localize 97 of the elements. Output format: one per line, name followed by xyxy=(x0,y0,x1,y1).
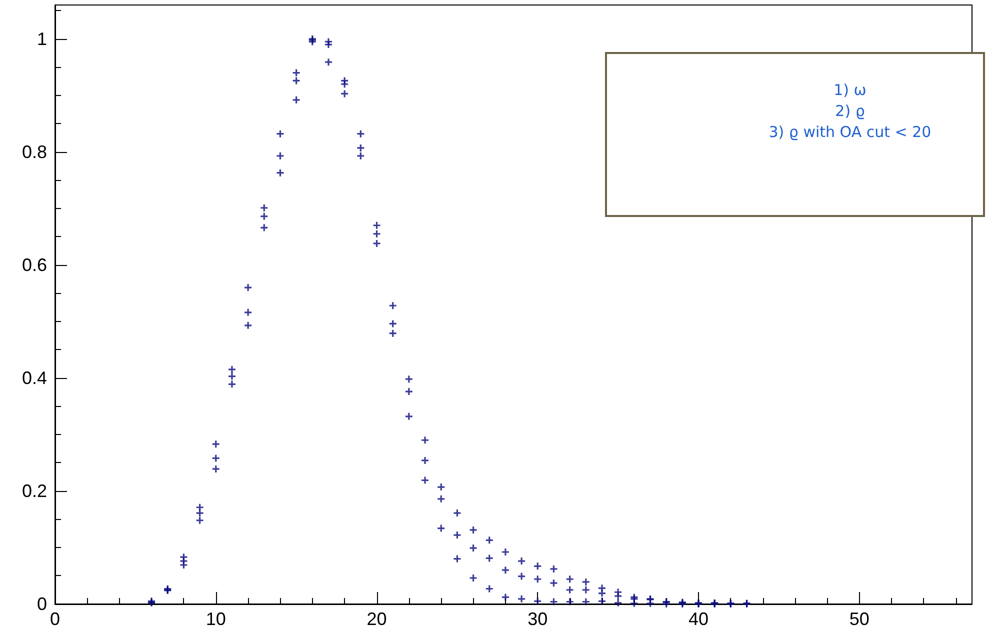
x-tick-label: 10 xyxy=(206,609,226,629)
y-tick-label: 0.4 xyxy=(22,368,47,388)
point xyxy=(228,365,236,374)
point xyxy=(356,152,365,160)
point xyxy=(468,574,478,582)
point xyxy=(292,68,301,78)
point xyxy=(372,221,382,230)
point xyxy=(598,584,606,592)
point xyxy=(388,301,398,310)
y-tick-label: 0.8 xyxy=(22,142,47,162)
x-tick-label: 40 xyxy=(688,609,709,629)
point xyxy=(420,476,430,485)
point xyxy=(533,562,542,570)
point xyxy=(260,223,268,232)
point xyxy=(549,597,558,606)
x-tick-label: 0 xyxy=(50,609,60,629)
point xyxy=(212,440,220,448)
point xyxy=(436,482,446,492)
point xyxy=(212,464,220,474)
point xyxy=(195,516,204,525)
point xyxy=(276,168,285,178)
point xyxy=(356,130,365,138)
point xyxy=(582,586,590,594)
point xyxy=(598,596,606,606)
point xyxy=(179,560,188,570)
point xyxy=(614,592,622,600)
point xyxy=(195,503,204,512)
point xyxy=(533,574,542,584)
point xyxy=(308,37,317,46)
point xyxy=(244,321,252,330)
point xyxy=(646,599,655,608)
point xyxy=(420,456,430,465)
point xyxy=(244,283,252,292)
point xyxy=(549,564,558,574)
y-tick-label: 0.2 xyxy=(22,480,47,501)
point xyxy=(404,412,414,421)
point xyxy=(436,494,446,504)
annotation: 2) ϱ xyxy=(834,101,866,122)
point xyxy=(388,319,398,328)
point xyxy=(485,554,494,563)
point xyxy=(436,524,446,533)
point xyxy=(324,58,333,66)
point xyxy=(630,592,638,602)
point xyxy=(533,596,542,606)
annotation: 1) ω xyxy=(832,80,868,101)
point xyxy=(244,308,252,317)
point xyxy=(468,544,478,552)
point xyxy=(517,572,526,581)
point xyxy=(582,597,590,606)
point xyxy=(388,329,398,338)
point xyxy=(212,454,220,463)
y-tick-label: 1 xyxy=(36,28,47,49)
point xyxy=(517,594,526,604)
point xyxy=(485,584,494,594)
point xyxy=(420,436,430,444)
point xyxy=(452,508,462,518)
point xyxy=(566,597,574,606)
point xyxy=(356,144,365,152)
point xyxy=(147,596,156,606)
point xyxy=(372,239,382,248)
point xyxy=(340,89,349,98)
point xyxy=(501,566,510,574)
point xyxy=(468,526,478,534)
point xyxy=(630,599,638,608)
annotation: 3) ϱ with OA cut < 20 xyxy=(768,122,932,143)
x-tick-label: 20 xyxy=(366,609,387,629)
point xyxy=(292,96,301,104)
point xyxy=(582,578,590,586)
y-tick-label: 0 xyxy=(36,594,47,614)
point xyxy=(260,212,268,221)
point xyxy=(452,530,462,540)
point xyxy=(228,372,236,381)
x-tick-label: 30 xyxy=(528,609,548,629)
x-tick-label: 50 xyxy=(849,609,870,629)
point xyxy=(292,76,301,86)
point xyxy=(598,588,606,598)
point xyxy=(501,548,510,556)
point xyxy=(340,80,349,88)
point xyxy=(452,554,462,564)
point xyxy=(614,598,622,608)
point xyxy=(260,204,268,212)
point xyxy=(228,380,236,388)
point xyxy=(549,578,558,588)
point xyxy=(276,130,285,138)
text-box: 1) ω 2) ϱ 3) ϱ with OA cut < 20 xyxy=(605,52,985,217)
point xyxy=(276,152,285,160)
point xyxy=(517,556,526,566)
y-tick-label: 0.6 xyxy=(22,254,47,275)
point xyxy=(566,586,574,594)
point xyxy=(485,536,494,544)
point xyxy=(372,230,382,238)
point xyxy=(501,592,510,602)
point xyxy=(195,508,204,518)
point xyxy=(404,387,414,396)
point xyxy=(566,574,574,584)
point xyxy=(404,374,414,384)
point xyxy=(324,40,333,49)
